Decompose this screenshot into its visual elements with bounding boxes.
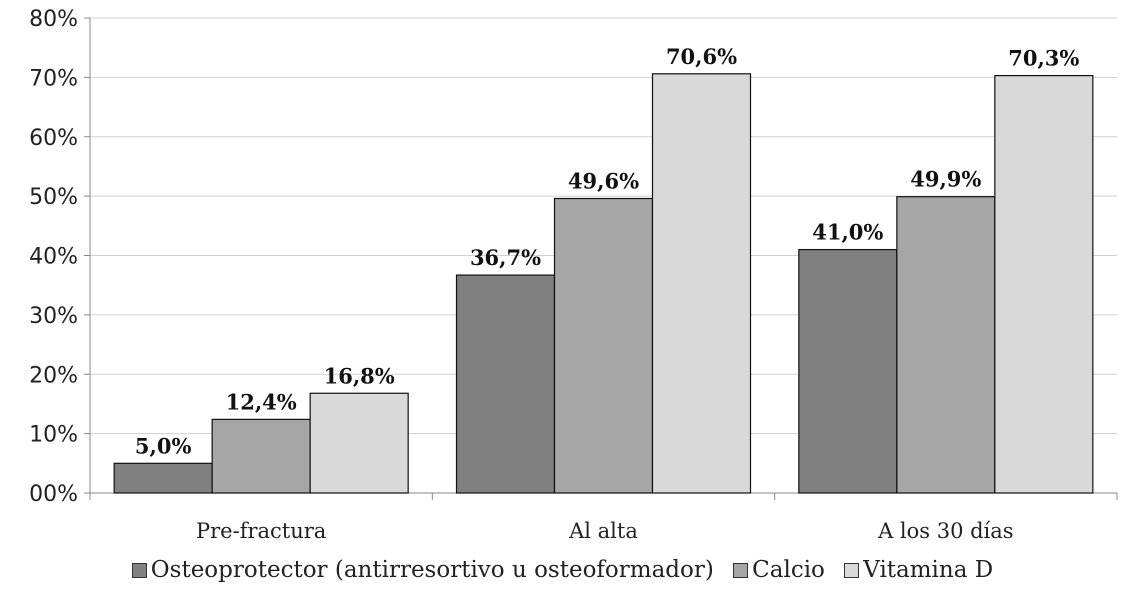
- y-tick-label: 80%: [29, 7, 78, 32]
- legend-item-calcio: Calcio: [733, 557, 825, 583]
- y-tick-label: 00%: [29, 482, 78, 507]
- data-label: 70,6%: [666, 44, 737, 69]
- bar: [994, 74, 1094, 494]
- chart-legend: Osteoprotector (antirresortivo u osteofo…: [0, 557, 1125, 584]
- bar: [455, 274, 556, 494]
- y-tick-label: 50%: [29, 185, 78, 210]
- y-tick-label: 30%: [29, 304, 78, 329]
- legend-item-osteoprotector: Osteoprotector (antirresortivo u osteofo…: [131, 557, 714, 583]
- legend-label-osteoprotector: Osteoprotector (antirresortivo u osteofo…: [150, 557, 714, 583]
- x-tick-label: Al alta: [568, 519, 638, 543]
- data-label: 41,0%: [812, 220, 883, 245]
- legend-swatch-osteoprotector: [131, 562, 147, 578]
- legend-swatch-vitamina-d: [844, 562, 860, 578]
- x-tick-label: Pre-fractura: [196, 519, 326, 543]
- bar: [651, 73, 752, 494]
- x-tick-label: A los 30 días: [877, 519, 1014, 543]
- data-label: 5,0%: [135, 433, 192, 458]
- data-label: 49,9%: [910, 167, 981, 192]
- data-label: 12,4%: [226, 389, 297, 414]
- bar: [798, 248, 898, 494]
- legend-label-vitamina-d: Vitamina D: [863, 557, 994, 583]
- legend-label-calcio: Calcio: [752, 557, 825, 583]
- y-tick-label: 70%: [29, 66, 78, 91]
- y-tick-label: 60%: [29, 126, 78, 151]
- bar-chart: 00% 10% 20% 30% 40% 50% 60% 70% 80% 5,0% 12,4% 16,8…: [29, 7, 1118, 543]
- data-label: 70,3%: [1008, 46, 1079, 71]
- legend-item-vitamina-d: Vitamina D: [844, 557, 993, 583]
- legend-swatch-calcio: [733, 562, 749, 578]
- data-label: 49,6%: [568, 169, 639, 194]
- y-tick-label: 10%: [29, 423, 78, 448]
- bar: [553, 197, 654, 494]
- bar: [211, 418, 311, 494]
- data-label: 36,7%: [470, 245, 541, 270]
- y-tick-label: 40%: [29, 245, 78, 270]
- bar: [309, 392, 409, 494]
- data-label: 16,8%: [324, 363, 395, 388]
- bar: [896, 196, 996, 494]
- bar: [113, 462, 213, 494]
- y-tick-label: 20%: [29, 363, 78, 388]
